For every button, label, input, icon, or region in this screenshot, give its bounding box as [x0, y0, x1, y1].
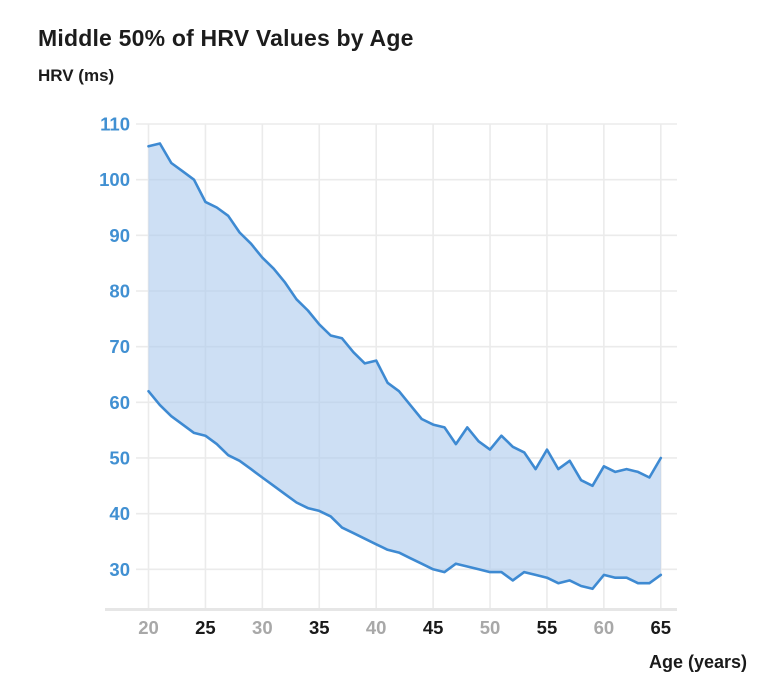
x-tick-label-60: 60 — [594, 617, 615, 638]
lower-quartile-line — [147, 389, 663, 591]
hrv-band-area — [148, 143, 661, 589]
x-tick-label-55: 55 — [537, 617, 558, 638]
x-tick-label-20: 20 — [138, 617, 159, 638]
x-tick-label-35: 35 — [309, 617, 330, 638]
y-tick-label-70: 70 — [109, 336, 130, 357]
x-tick-label-50: 50 — [480, 617, 501, 638]
y-tick-label-80: 80 — [109, 280, 130, 301]
y-tick-label-100: 100 — [99, 169, 130, 190]
upper-quartile-line — [147, 142, 663, 488]
y-tick-label-110: 110 — [100, 114, 130, 135]
y-tick-label-60: 60 — [109, 392, 130, 413]
y-tick-labels: 110 100 90 80 70 60 50 40 30 — [99, 114, 130, 580]
x-tick-label-40: 40 — [366, 617, 387, 638]
y-tick-label-40: 40 — [109, 503, 130, 524]
y-tick-label-50: 50 — [109, 447, 130, 468]
x-tick-labels: 20 25 30 35 40 45 50 55 60 65 — [138, 617, 671, 638]
chart-title: Middle 50% of HRV Values by Age — [38, 25, 414, 51]
x-tick-label-30: 30 — [252, 617, 273, 638]
y-tick-label-30: 30 — [109, 559, 130, 580]
y-axis-title: HRV (ms) — [38, 66, 115, 85]
x-tick-label-65: 65 — [651, 617, 672, 638]
x-tick-label-25: 25 — [195, 617, 216, 638]
x-axis-title: Age (years) — [649, 652, 747, 672]
y-tick-label-90: 90 — [109, 225, 130, 246]
x-tick-label-45: 45 — [423, 617, 444, 638]
